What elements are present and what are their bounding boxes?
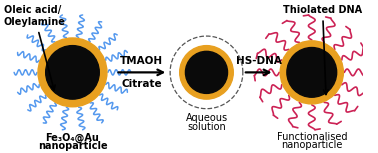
- Circle shape: [180, 46, 233, 99]
- Text: TMAOH: TMAOH: [120, 56, 163, 66]
- Text: Fe₃O₄@Au: Fe₃O₄@Au: [45, 133, 99, 143]
- Circle shape: [186, 51, 228, 93]
- Text: nanoparticle: nanoparticle: [281, 140, 342, 150]
- Circle shape: [46, 46, 99, 99]
- Circle shape: [38, 38, 107, 107]
- Text: HS-DNA: HS-DNA: [236, 56, 282, 66]
- Text: Functionalised: Functionalised: [277, 132, 347, 142]
- Circle shape: [280, 41, 343, 104]
- Text: Citrate: Citrate: [122, 79, 162, 89]
- Text: Aqueous: Aqueous: [186, 114, 228, 123]
- Text: solution: solution: [187, 122, 226, 132]
- Text: nanoparticle: nanoparticle: [38, 141, 107, 151]
- Text: Thiolated DNA: Thiolated DNA: [283, 6, 362, 95]
- Circle shape: [287, 48, 337, 97]
- Text: Oleic acid/
Oleylamine: Oleic acid/ Oleylamine: [3, 6, 65, 90]
